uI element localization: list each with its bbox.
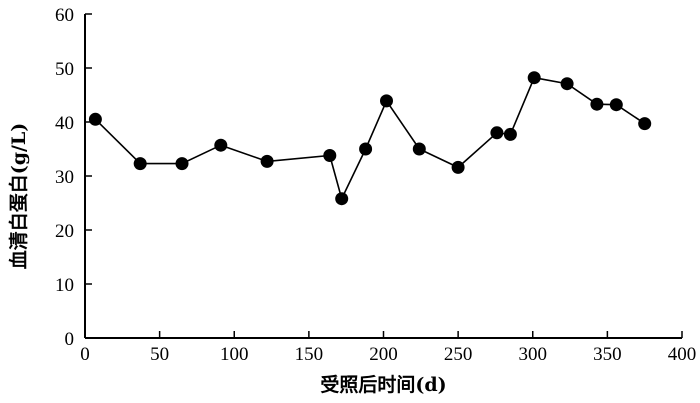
data-point-6 bbox=[335, 192, 349, 206]
y-tick-label-40: 40 bbox=[55, 113, 74, 134]
x-tick-label-300: 300 bbox=[519, 344, 548, 365]
y-axis-ticks: 0 10 20 30 40 50 60 bbox=[55, 5, 92, 350]
data-point-14 bbox=[560, 77, 574, 91]
data-point-12 bbox=[503, 127, 517, 141]
x-tick-label-0: 0 bbox=[80, 344, 90, 365]
data-point-3 bbox=[214, 138, 228, 152]
y-axis-title: 血清白蛋白(g/L) bbox=[7, 123, 30, 270]
series-line-0 bbox=[94, 76, 646, 201]
data-point-4 bbox=[260, 154, 274, 168]
x-tick-label-150: 150 bbox=[295, 344, 324, 365]
x-tick-label-400: 400 bbox=[668, 344, 697, 365]
y-tick-label-10: 10 bbox=[55, 275, 74, 296]
series-layer bbox=[88, 71, 652, 206]
x-tick-label-200: 200 bbox=[369, 344, 398, 365]
x-tick-label-100: 100 bbox=[220, 344, 249, 365]
y-tick-label-50: 50 bbox=[55, 59, 74, 80]
y-tick-label-0: 0 bbox=[65, 329, 75, 350]
data-point-7 bbox=[359, 142, 373, 156]
data-point-9 bbox=[412, 142, 426, 156]
data-point-15 bbox=[590, 97, 604, 111]
y-tick-label-20: 20 bbox=[55, 221, 74, 242]
data-point-1 bbox=[133, 157, 147, 171]
y-tick-label-30: 30 bbox=[55, 167, 74, 188]
x-tick-label-50: 50 bbox=[150, 344, 169, 365]
data-point-10 bbox=[451, 160, 465, 174]
data-point-17 bbox=[638, 117, 652, 131]
data-point-2 bbox=[175, 157, 189, 171]
x-axis-title: 受照后时间(d) bbox=[320, 373, 446, 396]
data-point-13 bbox=[527, 71, 541, 85]
y-tick-label-60: 60 bbox=[55, 5, 74, 26]
data-point-16 bbox=[609, 98, 623, 112]
data-point-8 bbox=[380, 94, 393, 108]
data-point-5 bbox=[323, 149, 337, 162]
x-tick-label-350: 350 bbox=[593, 344, 622, 365]
data-point-11 bbox=[490, 126, 504, 140]
data-point-0 bbox=[88, 112, 102, 126]
x-axis-ticks: 0 50 100 150 200 250 300 350 400 bbox=[80, 331, 696, 365]
x-tick-label-250: 250 bbox=[444, 344, 473, 365]
